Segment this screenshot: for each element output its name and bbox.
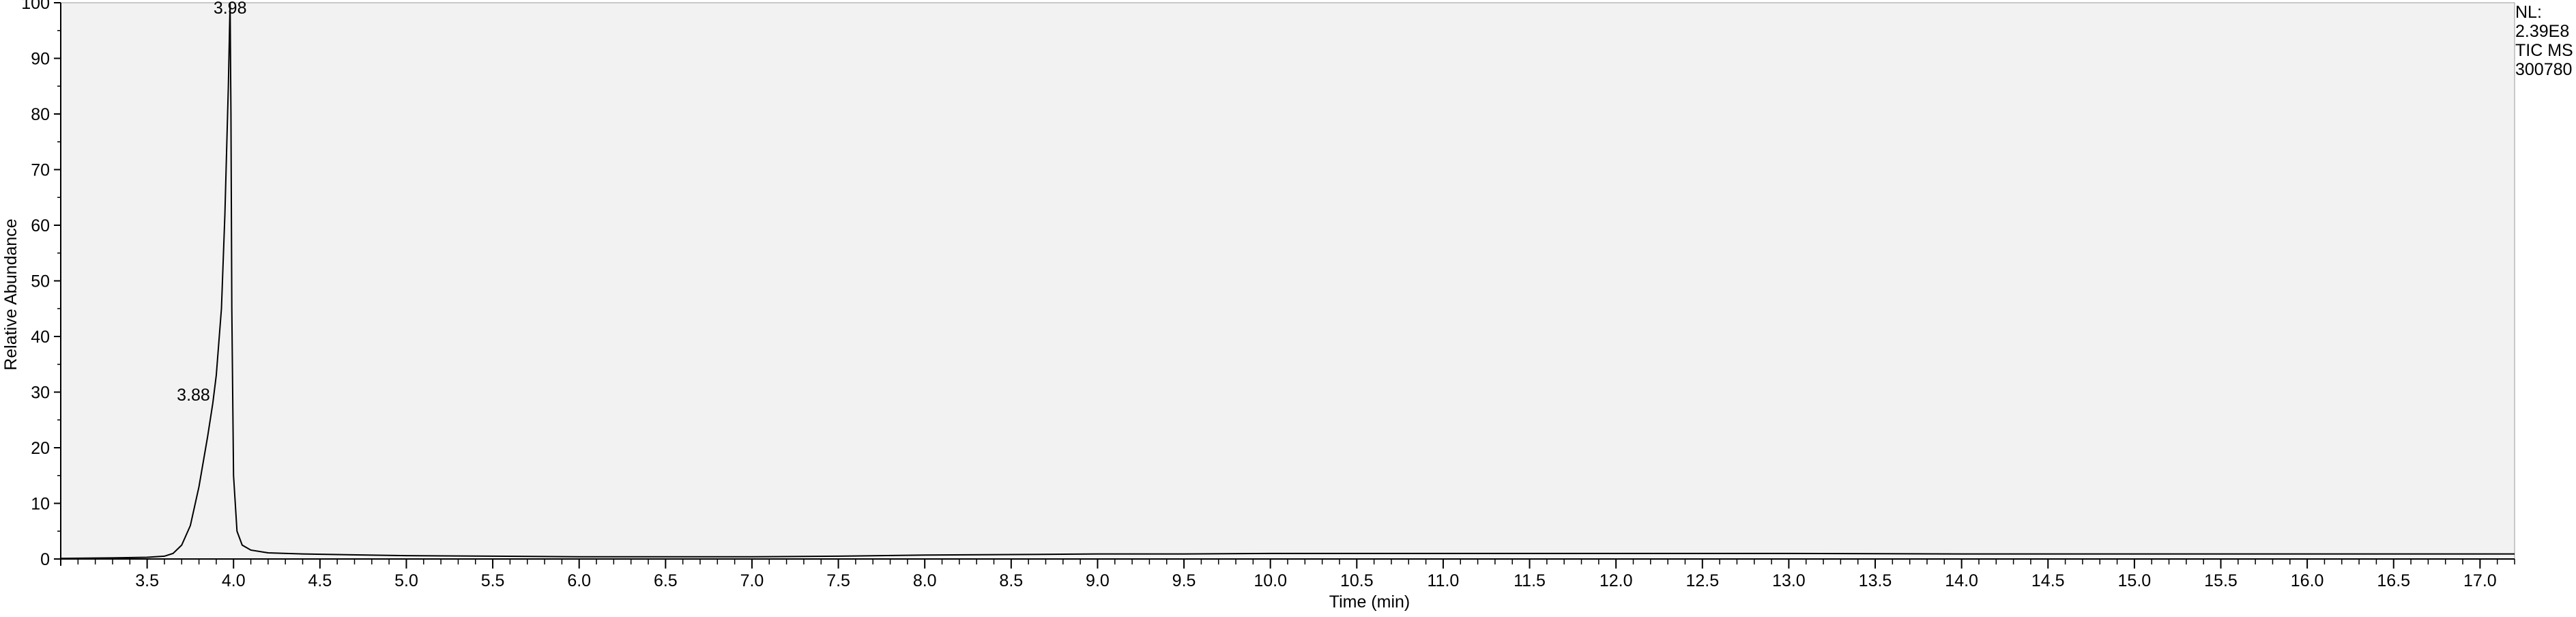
y-tick-label: 90 — [31, 50, 50, 69]
y-tick-label: 20 — [31, 439, 50, 458]
trace-type: TIC MS — [2515, 41, 2573, 60]
y-axis-title: Relative Abundance — [1, 218, 20, 370]
y-tick-label: 10 — [31, 495, 50, 514]
x-tick-label: 4.0 — [222, 571, 246, 590]
y-tick-label: 50 — [31, 272, 50, 291]
x-tick-label: 12.0 — [1600, 571, 1633, 590]
x-tick-label: 6.5 — [654, 571, 678, 590]
y-tick-label: 70 — [31, 161, 50, 180]
x-tick-label: 13.0 — [1772, 571, 1806, 590]
nl-value: 2.39E8 — [2515, 22, 2570, 41]
peak-label: 3.98 — [214, 0, 247, 18]
peak-label: 3.88 — [177, 386, 210, 405]
x-tick-label: 10.5 — [1340, 571, 1374, 590]
x-tick-label: 4.5 — [308, 571, 332, 590]
y-tick-label: 100 — [21, 0, 50, 13]
tic-trace — [60, 2, 2515, 560]
sample-id: 300780 — [2515, 60, 2573, 79]
y-tick-label: 0 — [40, 550, 50, 569]
x-tick-label: 8.0 — [913, 571, 937, 590]
x-tick-label: 17.0 — [2463, 571, 2497, 590]
x-tick-label: 10.0 — [1254, 571, 1287, 590]
plot-area — [60, 2, 2515, 560]
x-tick-label: 3.5 — [135, 571, 159, 590]
x-tick-label: 5.5 — [481, 571, 505, 590]
x-tick-label: 9.0 — [1086, 571, 1110, 590]
x-tick-label: 7.5 — [826, 571, 850, 590]
x-tick-label: 13.5 — [1859, 571, 1892, 590]
x-tick-label: 16.5 — [2377, 571, 2410, 590]
x-tick-label: 14.5 — [2031, 571, 2065, 590]
x-tick-label: 9.5 — [1172, 571, 1196, 590]
y-tick-label: 30 — [31, 384, 50, 403]
x-tick-label: 11.0 — [1428, 571, 1460, 590]
x-tick-label: 14.0 — [1945, 571, 1978, 590]
x-tick-label: 11.5 — [1514, 571, 1546, 590]
x-tick-label: 16.0 — [2291, 571, 2324, 590]
x-tick-label: 15.5 — [2204, 571, 2238, 590]
x-tick-label: 15.0 — [2118, 571, 2152, 590]
nl-label: NL: — [2515, 3, 2542, 22]
x-tick-label: 6.0 — [567, 571, 591, 590]
y-tick-label: 60 — [31, 216, 50, 235]
x-tick-label: 12.5 — [1685, 571, 1719, 590]
x-tick-label: 7.0 — [740, 571, 764, 590]
x-tick-label: 5.0 — [394, 571, 418, 590]
y-tick-label: 80 — [31, 105, 50, 124]
x-axis-title: Time (min) — [1329, 592, 1410, 612]
y-tick-label: 40 — [31, 328, 50, 347]
normalization-info: NL: 2.39E8 TIC MS 300780 — [2515, 3, 2573, 79]
x-tick-label: 8.5 — [999, 571, 1023, 590]
